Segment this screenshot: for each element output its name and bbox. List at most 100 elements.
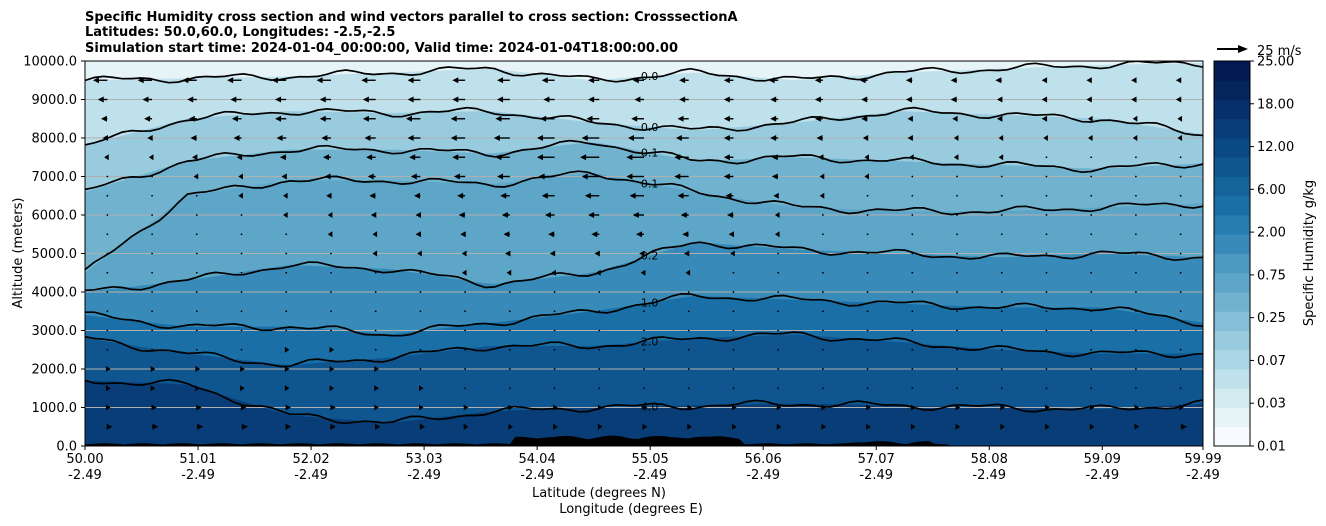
wind-arrow	[104, 154, 109, 161]
wind-arrow	[192, 154, 198, 161]
wind-arrow	[322, 154, 331, 161]
wind-arrow	[1045, 271, 1048, 274]
wind-arrow-point	[240, 329, 243, 332]
colorbar-segment	[1214, 118, 1250, 139]
wind-arrow-head	[284, 366, 290, 372]
wind-arrow-point	[1135, 252, 1137, 255]
wind-arrow	[1180, 423, 1188, 430]
wind-arrow-head	[730, 250, 735, 257]
x-tick-label-lat: 51.01	[179, 452, 216, 467]
wind-arrow-point	[464, 310, 467, 313]
contour-line	[85, 331, 1203, 368]
wind-arrow-head	[1043, 135, 1048, 141]
wind-arrow-head	[450, 135, 457, 141]
wind-arrow-point	[866, 271, 869, 274]
wind-arrow	[674, 173, 689, 180]
wind-arrow-head	[687, 423, 692, 430]
wind-arrow-head	[588, 212, 595, 218]
wind-arrow	[419, 291, 422, 293]
colorbar-tick-label: 0.75	[1257, 268, 1286, 283]
wind-arrow	[102, 135, 108, 141]
wind-arrow-point	[419, 329, 422, 332]
wind-arrow-head	[549, 250, 556, 257]
wind-arrow	[643, 348, 645, 351]
wind-arrow	[1089, 423, 1095, 430]
wind-arrow	[643, 387, 645, 390]
wind-arrow-head	[727, 212, 734, 218]
wind-arrow	[271, 77, 287, 84]
wind-arrow	[911, 175, 914, 178]
contour-lines	[85, 61, 1203, 425]
wind-arrow-point	[1000, 271, 1003, 274]
x-tick-label-lat: 50.00	[66, 452, 103, 467]
wind-arrow-head	[732, 404, 737, 411]
wind-arrow	[636, 231, 644, 238]
wind-arrow-point	[911, 271, 914, 274]
wind-arrow-head	[586, 115, 593, 122]
wind-arrow-point	[419, 271, 422, 274]
wind-arrow	[105, 404, 111, 411]
wind-arrow-point	[777, 329, 780, 332]
wind-arrow-point	[732, 291, 735, 293]
wind-arrow-point	[687, 291, 690, 293]
wind-arrow-head	[463, 423, 469, 430]
wind-arrow	[1045, 329, 1048, 332]
wind-arrow	[362, 115, 376, 122]
wind-arrow-head	[150, 385, 156, 392]
y-tick-label: 10000.0	[23, 55, 77, 70]
wind-arrow-point	[1179, 271, 1182, 274]
wind-arrow-head	[407, 77, 414, 84]
wind-arrow-point	[732, 310, 735, 313]
wind-arrow	[1041, 115, 1048, 122]
wind-arrow	[956, 291, 958, 293]
wind-arrow	[814, 77, 823, 84]
wind-arrow	[732, 329, 735, 332]
wind-arrow-head	[909, 154, 914, 161]
wind-arrow-point	[956, 252, 958, 255]
colorbar-segment	[1214, 407, 1250, 428]
wind-arrow-point	[106, 348, 109, 351]
wind-arrow	[1179, 404, 1184, 411]
wind-arrow	[1000, 291, 1003, 293]
wind-arrow	[723, 96, 734, 103]
wind-arrow-point	[866, 310, 869, 313]
wind-arrow	[821, 310, 824, 313]
wind-arrow	[821, 404, 827, 411]
wind-arrow-head	[457, 192, 464, 199]
wind-arrow	[536, 154, 555, 161]
wind-arrow	[1045, 368, 1048, 370]
wind-arrow	[777, 252, 780, 255]
wind-arrow-head	[687, 404, 692, 411]
wind-arrow	[1135, 175, 1137, 178]
wind-arrow	[1179, 214, 1182, 216]
wind-arrow	[195, 233, 198, 236]
wind-arrow	[329, 346, 335, 353]
wind-arrow-point	[240, 310, 243, 313]
wind-arrow-point	[687, 348, 690, 351]
wind-arrow	[195, 329, 198, 332]
wind-arrow	[1175, 96, 1182, 103]
wind-arrow	[639, 250, 645, 257]
wind-arrow	[240, 348, 243, 351]
wind-arrow-head	[632, 77, 639, 84]
wind-arrow	[911, 214, 914, 216]
wind-arrow	[195, 385, 200, 392]
wind-arrow	[284, 366, 290, 372]
wind-arrow-head	[329, 385, 335, 392]
wind-arrow	[594, 250, 600, 257]
wind-arrow-head	[723, 154, 730, 161]
wind-arrow	[956, 194, 958, 197]
wind-arrow	[1135, 252, 1137, 255]
wind-arrow	[950, 77, 958, 84]
wind-arrow	[553, 348, 556, 351]
wind-arrow	[588, 77, 600, 84]
wind-arrow-head	[861, 115, 868, 122]
wind-arrow	[1131, 96, 1137, 103]
wind-arrow-head	[1086, 96, 1092, 103]
wind-arrow-head	[361, 77, 368, 84]
wind-arrow-head	[1132, 115, 1138, 122]
wind-arrow-head	[508, 423, 514, 430]
wind-arrow-head	[770, 115, 777, 122]
wind-arrow-head	[279, 154, 286, 161]
wind-arrow-point	[195, 348, 198, 351]
